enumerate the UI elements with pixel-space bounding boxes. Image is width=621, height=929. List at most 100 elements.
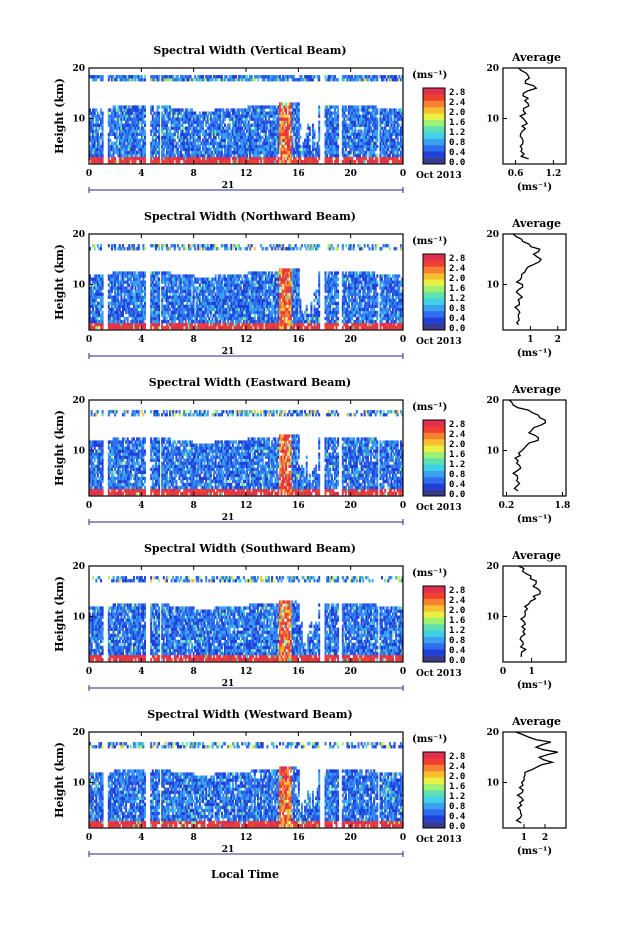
heatmap-cell — [153, 126, 156, 130]
heatmap-cell — [96, 123, 99, 127]
heatmap-cell — [252, 132, 255, 136]
heatmap-cell — [187, 141, 190, 146]
heatmap-cell — [291, 141, 294, 146]
heatmap-cell — [131, 289, 134, 293]
heatmap-cell — [129, 132, 132, 136]
heatmap-cell — [205, 135, 208, 139]
heatmap-cell — [329, 126, 332, 130]
heatmap-cell — [136, 123, 139, 127]
heatmap-cell — [187, 156, 190, 161]
heatmap-cell — [134, 123, 137, 127]
heatmap-cell — [211, 126, 214, 130]
heatmap-cell — [180, 123, 183, 127]
heatmap-cell — [288, 75, 291, 79]
heatmap-cell — [203, 114, 206, 118]
heatmap-cell — [330, 132, 333, 136]
heatmap-cell — [236, 117, 239, 121]
heatmap-cell — [200, 153, 203, 158]
heatmap-cell — [217, 160, 220, 164]
heatmap-cell — [318, 144, 321, 149]
heatmap-cell — [293, 117, 296, 121]
heatmap-cell — [352, 160, 355, 164]
colorbar-segment — [423, 151, 445, 158]
heatmap-cell — [384, 147, 387, 152]
heatmap-cell — [92, 144, 95, 149]
heatmap-cell — [181, 147, 184, 152]
heatmap-cell — [285, 138, 288, 142]
heatmap-cell — [291, 126, 294, 130]
heatmap-cell — [133, 150, 135, 155]
heatmap-cell — [211, 247, 214, 251]
heatmap-cell — [219, 132, 222, 136]
heatmap-cell — [112, 114, 115, 118]
heatmap-cell — [161, 147, 164, 152]
heatmap-cell — [352, 105, 355, 109]
heatmap-cell — [154, 117, 157, 121]
heatmap-cell — [255, 135, 258, 139]
heatmap-cell — [140, 156, 143, 161]
heatmap-cell — [366, 126, 369, 130]
heatmap-cell — [242, 156, 245, 161]
heatmap-cell — [92, 141, 95, 146]
heatmap-cell — [282, 160, 285, 164]
heatmap-cell — [313, 153, 316, 158]
heatmap-cell — [332, 153, 335, 158]
heatmap-cell — [349, 105, 352, 109]
heatmap-cell — [293, 102, 296, 106]
heatmap-cell — [162, 114, 165, 118]
heatmap-cell — [335, 156, 338, 161]
heatmap-cell — [333, 105, 336, 109]
heatmap-cell — [302, 160, 305, 164]
heatmap-cell — [269, 120, 272, 124]
heatmap-cell — [249, 108, 252, 112]
heatmap-cell — [227, 135, 230, 139]
heatmap-cell — [222, 132, 225, 136]
heatmap-cell — [189, 138, 192, 142]
heatmap-cell — [283, 117, 286, 121]
heatmap-cell — [109, 153, 112, 158]
heatmap-cell — [235, 75, 237, 79]
heatmap-cell — [192, 126, 195, 130]
heatmap-cell — [184, 319, 187, 324]
heatmap-cell — [285, 135, 288, 139]
heatmap-cell — [290, 126, 292, 130]
heatmap-cell — [344, 156, 347, 161]
heatmap-cell — [192, 111, 195, 115]
heatmap-cell — [257, 138, 259, 142]
heatmap-cell — [101, 316, 104, 321]
heatmap-cell — [269, 153, 272, 158]
heatmap-cell — [224, 147, 226, 152]
heatmap-cell — [137, 114, 140, 118]
heatmap-cell — [296, 102, 299, 106]
heatmap-cell — [368, 111, 371, 115]
colorbar-segment — [423, 100, 445, 108]
heatmap-cell — [181, 132, 184, 136]
heatmap-cell — [98, 153, 101, 158]
heatmap-cell — [96, 120, 99, 124]
colorbar-tick-label: 0.8 — [449, 138, 465, 148]
heatmap-cell — [286, 105, 289, 109]
heatmap-cell — [258, 132, 261, 136]
heatmap-cell — [366, 105, 369, 109]
heatmap-cell — [236, 138, 239, 142]
heatmap-cell — [216, 129, 219, 133]
heatmap-cell — [382, 160, 385, 164]
heatmap-cell — [357, 120, 360, 124]
heatmap-cell — [153, 160, 156, 164]
heatmap-cell — [354, 132, 357, 136]
heatmap-cell — [269, 126, 272, 130]
heatmap-cell — [162, 129, 165, 133]
heatmap-cell — [206, 141, 209, 146]
heatmap-cell — [297, 108, 300, 112]
heatmap-cell — [333, 126, 336, 130]
heatmap-cell — [101, 286, 104, 290]
heatmap-cell — [255, 75, 258, 79]
heatmap-cell — [225, 156, 228, 161]
heatmap-cell — [374, 111, 377, 115]
heatmap-cell — [107, 283, 110, 287]
heatmap-cell — [129, 277, 132, 281]
heatmap-cell — [100, 135, 102, 139]
heatmap-cell — [272, 132, 275, 136]
heatmap-cell — [167, 156, 170, 161]
heatmap-cell — [249, 105, 252, 109]
